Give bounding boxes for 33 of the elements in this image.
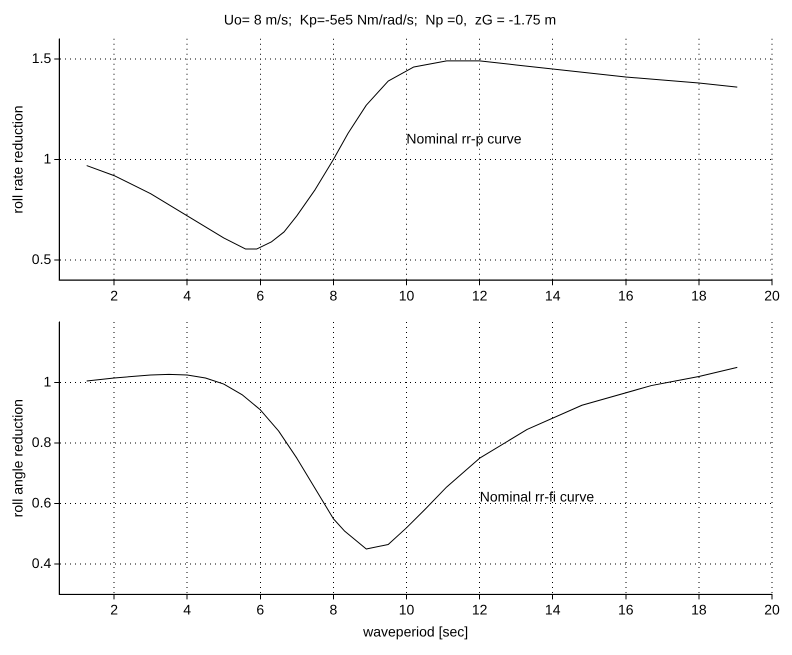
x-tick-label: 18 (691, 602, 707, 618)
annotation: Nominal rr-fi curve (480, 488, 594, 504)
y-tick-label: 0.5 (32, 250, 52, 267)
x-tick-label: 20 (764, 602, 780, 618)
x-tick-label: 12 (472, 602, 488, 618)
x-axis-title: waveperiod [sec] (362, 623, 468, 640)
x-tick-label: 4 (183, 287, 192, 304)
chart-title: Uo= 8 m/s; Kp=-5e5 Nm/rad/s; Np =0, zG = -1.75 m (224, 11, 556, 28)
x-tick-label: 18 (691, 287, 707, 304)
x-tick-label: 8 (329, 602, 338, 618)
x-tick-label: 4 (183, 602, 192, 618)
x-tick-label: 2 (110, 602, 118, 618)
x-tick-label: 20 (764, 287, 780, 304)
x-tick-label: 8 (329, 287, 338, 304)
x-tick-label: 2 (110, 287, 118, 304)
x-tick-label: 12 (472, 287, 488, 304)
y-tick-label: 0.8 (32, 434, 52, 450)
x-tick-label: 6 (256, 602, 264, 618)
x-tick-label: 16 (618, 602, 634, 618)
x-tick-label: 10 (398, 602, 414, 618)
y-tick-label: 0.4 (32, 554, 52, 571)
y-axis-title: roll rate reduction (9, 105, 26, 214)
x-tick-label: 10 (398, 287, 414, 304)
y-tick-label: 0.6 (32, 494, 52, 510)
y-tick-label: 1.5 (32, 50, 52, 66)
x-tick-label: 14 (544, 287, 561, 304)
annotation: Nominal rr-p curve (406, 130, 522, 146)
y-tick-label: 1 (43, 373, 52, 390)
x-tick-label: 16 (618, 287, 634, 304)
y-axis-title: roll angle reduction (9, 399, 26, 518)
y-tick-label: 1 (43, 150, 52, 166)
x-tick-label: 14 (544, 602, 561, 618)
x-tick-label: 6 (256, 287, 264, 304)
